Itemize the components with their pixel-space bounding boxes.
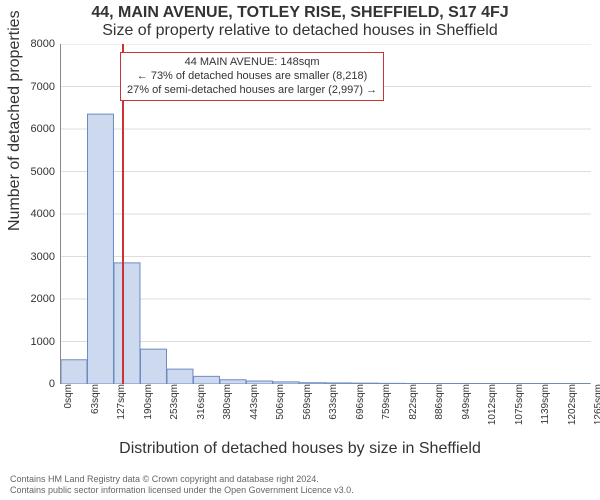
y-tick-label: 1000 <box>5 336 55 348</box>
x-tick-label: 443sqm <box>249 384 260 432</box>
annotation-line1: 44 MAIN AVENUE: 148sqm <box>127 56 377 70</box>
x-tick-label: 1265sqm <box>593 384 600 432</box>
x-tick-label: 1202sqm <box>567 384 578 432</box>
x-tick-label: 63sqm <box>90 384 101 432</box>
x-tick-label: 190sqm <box>143 384 154 432</box>
x-tick-label: 569sqm <box>302 384 313 432</box>
x-tick-label: 127sqm <box>116 384 127 432</box>
x-tick-label: 380sqm <box>222 384 233 432</box>
x-tick-label: 759sqm <box>381 384 392 432</box>
y-tick-label: 5000 <box>5 166 55 178</box>
y-tick-label: 8000 <box>5 38 55 50</box>
histogram-bar <box>61 360 87 384</box>
footer: Contains HM Land Registry data © Crown c… <box>10 474 590 496</box>
page-title: 44, MAIN AVENUE, TOTLEY RISE, SHEFFIELD,… <box>0 4 600 22</box>
x-tick-label: 822sqm <box>408 384 419 432</box>
y-tick-label: 2000 <box>5 293 55 305</box>
x-tick-label: 886sqm <box>434 384 445 432</box>
x-tick-label: 506sqm <box>275 384 286 432</box>
footer-line1: Contains HM Land Registry data © Crown c… <box>10 474 590 485</box>
x-tick-label: 316sqm <box>196 384 207 432</box>
y-tick-label: 4000 <box>5 208 55 220</box>
y-tick-label: 0 <box>5 378 55 390</box>
annotation-line2: ← 73% of detached houses are smaller (8,… <box>127 70 377 84</box>
x-tick-label: 0sqm <box>63 384 74 432</box>
annotation-line3: 27% of semi-detached houses are larger (… <box>127 84 377 98</box>
histogram-bar <box>194 376 220 384</box>
x-tick-label: 696sqm <box>355 384 366 432</box>
x-tick-label: 1139sqm <box>540 384 551 432</box>
histogram-bar <box>88 114 114 384</box>
histogram-bar <box>114 263 140 384</box>
annotation-box: 44 MAIN AVENUE: 148sqm ← 73% of detached… <box>120 52 384 101</box>
x-tick-label: 633sqm <box>328 384 339 432</box>
histogram-bar <box>141 349 167 384</box>
y-tick-label: 3000 <box>5 251 55 263</box>
x-tick-label: 1012sqm <box>487 384 498 432</box>
y-tick-label: 6000 <box>5 123 55 135</box>
y-tick-label: 7000 <box>5 81 55 93</box>
page-subtitle: Size of property relative to detached ho… <box>0 22 600 40</box>
footer-line2: Contains public sector information licen… <box>10 485 590 496</box>
histogram-bar <box>167 369 193 384</box>
x-tick-label: 949sqm <box>461 384 472 432</box>
x-tick-label: 253sqm <box>169 384 180 432</box>
x-axis-label: Distribution of detached houses by size … <box>0 440 600 458</box>
x-tick-label: 1075sqm <box>514 384 525 432</box>
